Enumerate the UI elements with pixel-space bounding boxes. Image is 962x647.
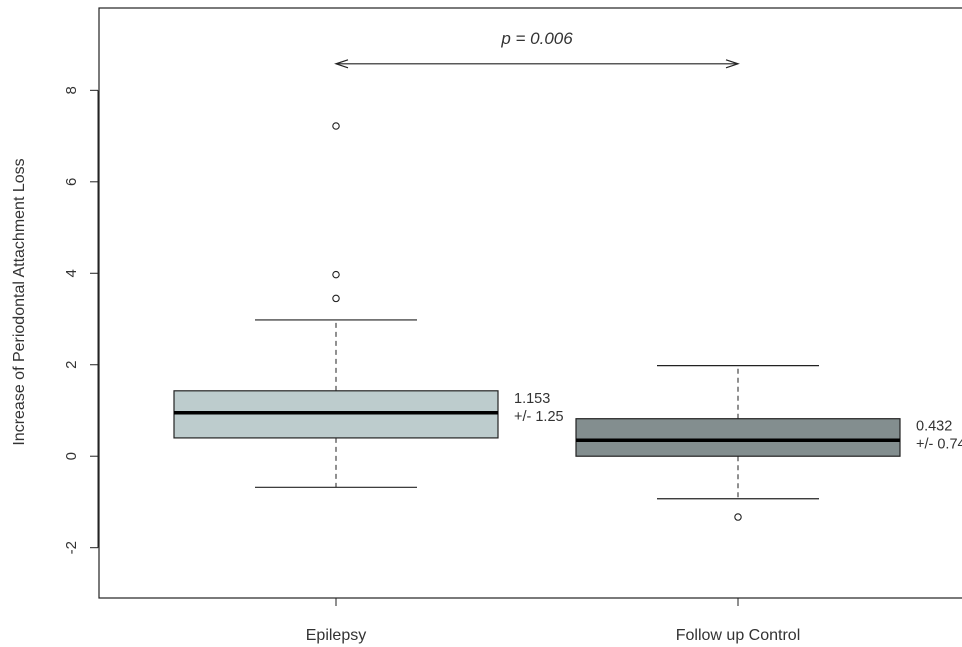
box-group: 0.432 +/- 0.74 <box>575 365 962 521</box>
y-tick-label: 2 <box>63 361 80 369</box>
mean-annotation: 1.153 <box>514 391 550 407</box>
arrow-head-left <box>334 59 349 69</box>
p-value-label: p = 0.006 <box>500 29 573 48</box>
comparison-annotation: p = 0.006 <box>334 29 740 69</box>
sd-annotation: +/- 0.74 <box>916 437 962 453</box>
plot-frame <box>98 7 962 599</box>
outlier-point <box>332 122 340 130</box>
y-tick-label: 4 <box>63 269 80 277</box>
mean-annotation: 0.432 <box>916 419 952 435</box>
arrow-head-right <box>725 59 740 69</box>
box-group: 1.153 +/- 1.25 <box>173 122 564 488</box>
y-tick-label: 8 <box>63 86 80 94</box>
y-axis-label: Increase of Periodontal Attachment Loss <box>11 158 28 445</box>
x-tick-label: Follow up Control <box>676 627 801 644</box>
outlier-point <box>332 294 340 303</box>
x-tick-label: Epilepsy <box>306 627 366 644</box>
y-tick-label: 6 <box>63 178 80 186</box>
y-tick-label: -2 <box>63 541 80 554</box>
x-axis: Epilepsy Follow up Control <box>306 598 800 644</box>
outlier-point <box>332 270 340 279</box>
outlier-point <box>734 513 742 521</box>
box-series: 1.153 +/- 1.25 0.432 +/- 0.74 <box>173 122 962 521</box>
box-iqr <box>575 418 901 457</box>
y-axis: -2 0 2 4 6 8 <box>63 86 99 554</box>
y-tick-label: 0 <box>63 452 80 460</box>
sd-annotation: +/- 1.25 <box>514 409 564 425</box>
